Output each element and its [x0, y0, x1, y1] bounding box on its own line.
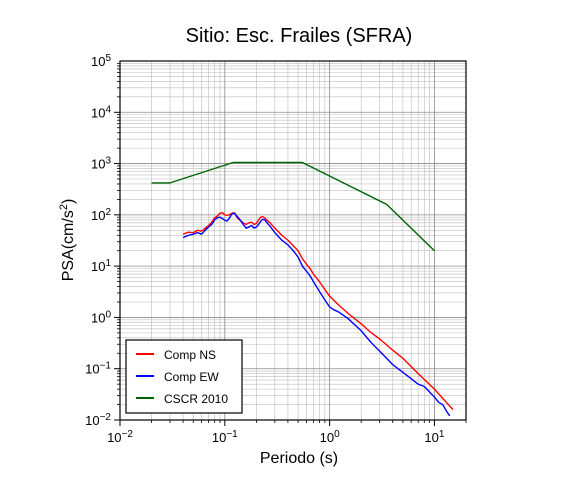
- series-layer: [151, 161, 454, 417]
- x-ticks: 10−2 10−1 100 101: [107, 420, 467, 446]
- series-line-comp-ew: [182, 212, 451, 417]
- series-line-cscr-2010: [151, 161, 435, 252]
- legend-label-comp-ew: Comp EW: [164, 370, 219, 384]
- series-line-comp-ns: [182, 212, 454, 411]
- y-tick-label: 100: [91, 309, 111, 326]
- legend: Comp NS Comp EW CSCR 2010: [125, 339, 243, 414]
- plot-frame: [119, 60, 467, 421]
- legend-label-comp-ns: Comp NS: [164, 348, 216, 362]
- y-tick-label: 10−2: [85, 412, 111, 429]
- y-axis-label-sup: 2: [58, 204, 70, 210]
- y-tick-label: 102: [91, 206, 111, 223]
- y-axis-label-close: ): [60, 199, 77, 204]
- y-axis-label: PSA(cm/s2): [58, 199, 77, 282]
- y-axis-label-main: PSA(cm/s: [60, 210, 77, 281]
- x-axis-label: Periodo (s): [260, 450, 338, 467]
- y-tick-label: 105: [91, 53, 111, 70]
- x-tick-label: 10−2: [107, 429, 133, 446]
- x-tick-label: 101: [424, 429, 444, 446]
- x-tick-label: 100: [320, 429, 340, 446]
- grid-minor: [120, 61, 467, 420]
- x-tick-label: 10−1: [212, 429, 238, 446]
- y-ticks: 10−2 10−1 100 101 102 103 104 105: [85, 53, 120, 429]
- y-tick-label: 10−1: [85, 360, 111, 377]
- y-tick-label: 103: [91, 155, 111, 172]
- y-tick-label: 101: [91, 258, 111, 275]
- chart-title: Sitio: Esc. Frailes (SFRA): [186, 25, 413, 47]
- y-tick-label: 104: [91, 104, 111, 121]
- legend-label-cscr-2010: CSCR 2010: [164, 392, 228, 406]
